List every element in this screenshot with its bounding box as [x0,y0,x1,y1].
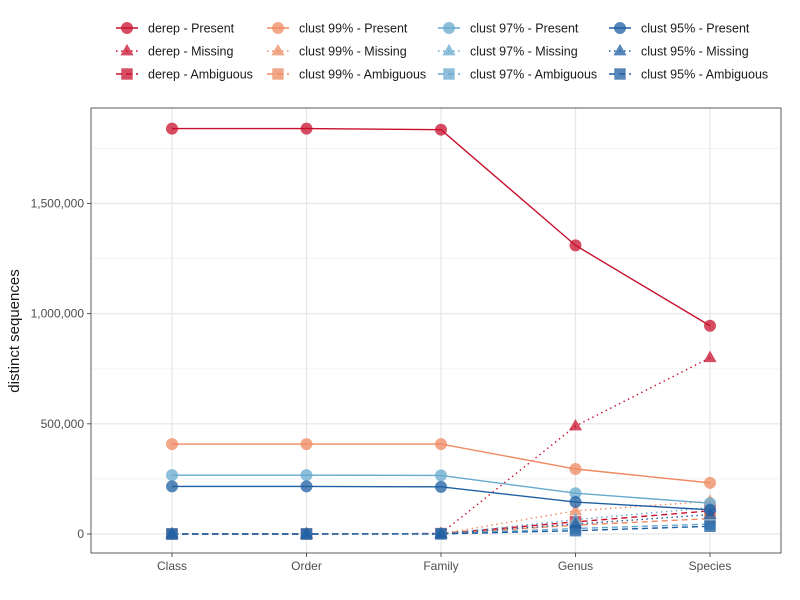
y-tick-label: 1,000,000 [31,307,85,321]
legend-label: derep - Ambiguous [148,68,253,82]
y-axis-title: distinct sequences [6,269,23,392]
legend-key-marker [271,43,285,56]
legend-label: clust 99% - Present [299,22,408,36]
data-point [300,528,313,540]
data-point [300,438,313,451]
legend-key-marker [613,43,627,56]
data-point [166,438,178,451]
legend-item: clust 97% - Ambiguous [438,68,597,82]
series-line [172,500,711,535]
data-point [569,239,582,252]
data-point [300,480,313,493]
legend-item: clust 95% - Present [609,22,750,36]
x-tick-label: Family [423,559,458,573]
data-point [703,350,717,363]
legend-key-marker [121,22,133,34]
data-point [166,122,178,135]
legend-item: clust 99% - Present [267,22,408,36]
data-point [704,520,716,532]
data-point [568,418,583,431]
legend-label: derep - Present [148,22,235,36]
legend-key-marker [614,68,626,80]
legend-label: clust 95% - Missing [641,45,749,59]
y-tick-label: 500,000 [41,417,85,431]
x-tick-label: Class [157,559,187,573]
x-tick-label: Order [291,559,322,573]
legend-key-marker [442,43,456,56]
data-point [435,123,447,136]
data-point [435,469,447,482]
y-tick-label: 0 [77,527,84,541]
data-point [568,503,583,516]
legend-label: clust 97% - Present [470,22,579,36]
legend-key-marker [272,68,284,80]
legend-item: derep - Missing [116,43,233,59]
data-point [569,463,582,476]
legend-item: clust 99% - Ambiguous [267,68,426,82]
legend-item: clust 95% - Ambiguous [609,68,768,82]
y-tick-label: 1,500,000 [31,197,85,211]
legend-item: clust 97% - Missing [438,43,578,59]
legend-item: derep - Ambiguous [116,68,253,82]
legend-item: clust 99% - Missing [267,43,407,59]
legend-key-marker [121,68,133,80]
legend-item: clust 97% - Present [438,22,579,36]
data-point [569,487,582,500]
plot-border [90,107,782,554]
legend-key-marker [443,68,455,80]
legend: derep - Present derep - Missing derep - Am… [116,22,768,82]
series-line [172,357,711,535]
data-point [704,476,716,489]
legend-key-marker [614,22,626,34]
legend-label: derep - Missing [148,45,233,59]
data-point [435,480,447,493]
data-point [300,122,313,135]
legend-label: clust 99% - Missing [299,45,407,59]
legend-label: clust 95% - Present [641,22,750,36]
legend-key-marker [443,22,455,34]
data-point [704,319,716,332]
data-point [300,469,313,482]
data-point [569,496,582,509]
data-point [435,528,447,540]
legend-key-marker [272,22,284,34]
x-tick-label: Genus [558,559,593,573]
data-point [166,528,178,540]
legend-label: clust 97% - Ambiguous [470,68,597,82]
x-axis: Class Order Family Genus Species [157,553,731,573]
legend-item: clust 95% - Missing [609,43,749,59]
legend-item: derep - Present [116,22,235,36]
data-point [166,480,178,493]
data-point [166,469,178,482]
plot-area [90,107,782,554]
data-point [569,524,582,537]
data-point [703,507,717,519]
legend-label: clust 97% - Missing [470,45,578,59]
y-axis: 0 500,000 1,000,000 1,500,000 [31,197,91,541]
legend-key-marker [120,43,134,56]
legend-label: clust 95% - Ambiguous [641,68,768,82]
legend-label: clust 99% - Ambiguous [299,68,426,82]
x-tick-label: Species [689,559,732,573]
data-point [435,438,447,451]
